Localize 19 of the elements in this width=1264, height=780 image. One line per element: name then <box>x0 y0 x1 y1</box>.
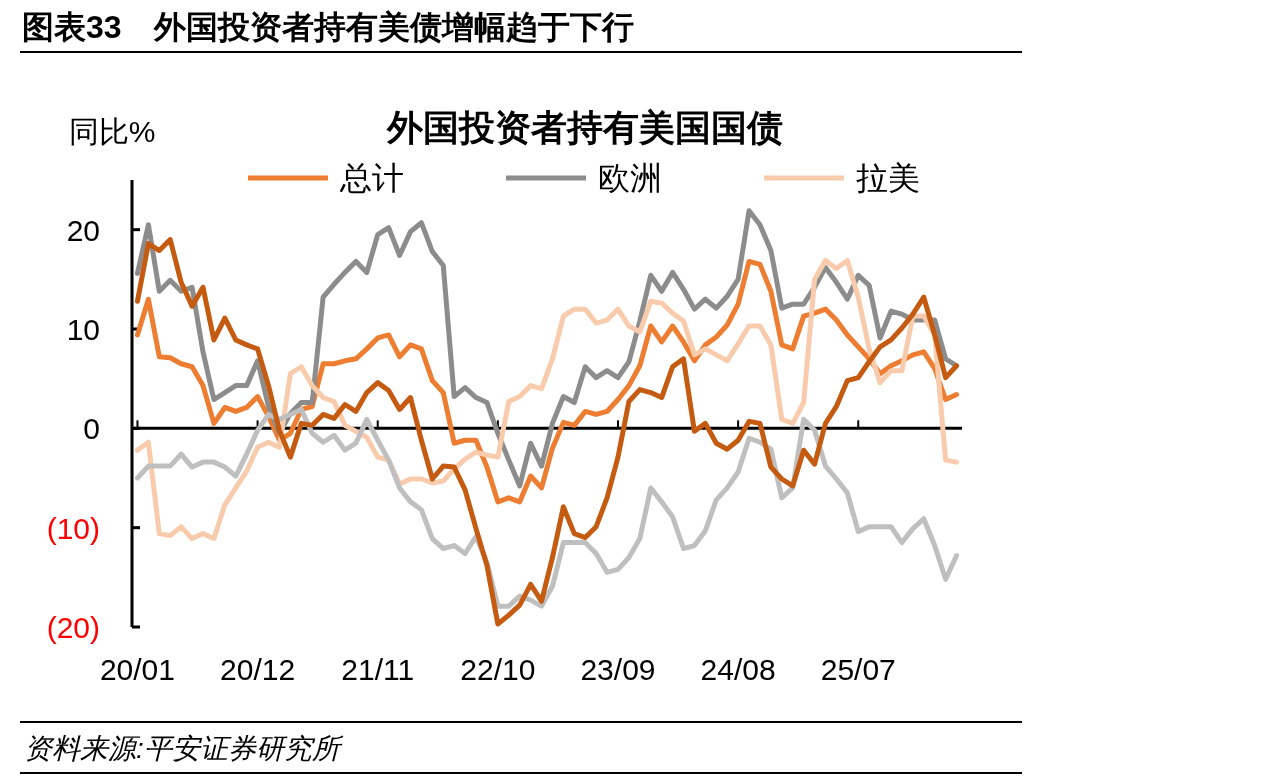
x-tick-label: 20/01 <box>99 653 175 686</box>
text: 资料来源:平安证券研究所 <box>24 733 344 764</box>
y-tick-label: 20 <box>66 213 100 247</box>
chart-subtitle: 外国投资者持有美国国债 <box>386 107 783 148</box>
x-tick-label: 24/08 <box>700 653 776 686</box>
y-tick-label: 10 <box>66 313 100 346</box>
x-tick-label: 22/10 <box>460 653 536 686</box>
legend-label: 拉美 <box>856 160 920 196</box>
chart-title: 图表33 外国投资者持有美债增幅趋于下行 <box>22 9 634 45</box>
x-tick-label: 21/11 <box>341 653 415 686</box>
legend-label: 欧洲 <box>598 160 662 196</box>
x-tick-label: 23/09 <box>580 653 656 686</box>
x-tick-label: 20/12 <box>220 653 296 686</box>
y-tick-label: (10) <box>46 511 100 545</box>
y-tick-label: 0 <box>83 412 100 446</box>
x-tick-label: 25/07 <box>820 653 896 686</box>
y-axis-title: 同比% <box>68 115 156 148</box>
legend-label: 总计 <box>339 160 404 196</box>
y-tick-label: (20) <box>46 611 100 644</box>
